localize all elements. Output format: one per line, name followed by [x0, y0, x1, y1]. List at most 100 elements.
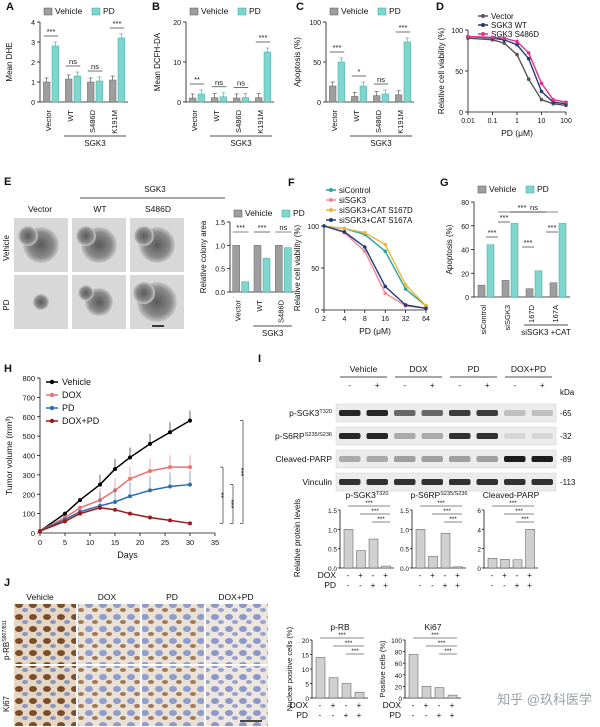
sig-label: ***: [338, 632, 346, 639]
sign-dox: -: [516, 571, 519, 580]
data-point: [363, 230, 367, 235]
col-label-J: DOX+PD: [218, 592, 253, 602]
y-tick-label: 0: [465, 295, 469, 302]
bar-A-vehicle: [65, 78, 73, 103]
panel-letter-H: H: [4, 363, 12, 375]
bar-E: [275, 245, 283, 293]
sign-pd: -: [332, 711, 335, 720]
bar-G: [510, 223, 519, 298]
data-point: [63, 511, 67, 516]
sign-dox: -: [419, 571, 422, 580]
bar-J: [315, 657, 326, 699]
sign-dox: +: [358, 571, 363, 580]
legend-label-pd: PD: [103, 6, 115, 16]
y-axis-label-E: Relative colony area: [199, 220, 208, 293]
y-tick-label: 60: [461, 224, 469, 231]
blot-band: [449, 410, 471, 416]
y-tick-label: 4: [477, 527, 481, 534]
quant-title-J: Ki67: [424, 622, 441, 632]
bar-G: [558, 223, 567, 298]
sign-pd: +: [527, 581, 532, 590]
sig-label: ***: [229, 499, 238, 508]
sig-label: ***: [521, 516, 529, 523]
legend-marker: [329, 218, 333, 222]
sign-pd: +: [371, 581, 376, 590]
data-point: [383, 242, 388, 247]
y-axis-label-D: Relative cell viability (%): [437, 28, 446, 115]
data-point: [63, 519, 67, 524]
legend-swatch-vehicle: [43, 7, 53, 16]
x-category-label: WT: [352, 110, 361, 122]
panel-letter-B: B: [152, 1, 160, 13]
blot-band: [504, 456, 526, 462]
sign-pd: +: [344, 711, 349, 720]
bar-I: [487, 558, 498, 569]
data-point: [38, 529, 42, 534]
y-tick-label: 100: [451, 28, 463, 35]
y-tick-label: 6: [477, 508, 481, 515]
data-point: [466, 34, 470, 39]
sig-label: ***: [500, 213, 509, 222]
blot-band: [339, 410, 361, 416]
y-tick-label: 60: [395, 661, 403, 668]
sign-dox: +: [357, 701, 362, 710]
blot-band: [394, 456, 416, 462]
x-tick-label: 32: [402, 316, 410, 323]
y-tick-label: 0.5: [400, 547, 409, 554]
row-label-E: Vehicle: [2, 235, 11, 261]
x-category-label: WT: [212, 110, 221, 122]
sig-label: ***: [431, 632, 439, 639]
sign-dox: -: [347, 571, 350, 580]
y-tick-label: 80: [395, 650, 403, 657]
sig-label: ***: [548, 223, 557, 232]
blot-band: [339, 479, 361, 485]
y-axis-label-C: Apoptosis (%): [293, 37, 302, 87]
x-category-label: S486D: [234, 109, 243, 133]
series-line-2: [467, 35, 567, 103]
bar-E: [253, 245, 262, 293]
y-axis-label-G: Apoptosis (%): [445, 224, 454, 274]
y-tick-label: 5: [305, 682, 309, 689]
blot-band: [339, 456, 361, 462]
y-tick-label: 3: [31, 40, 35, 47]
data-point: [78, 498, 82, 503]
data-point: [128, 511, 132, 516]
bar-J: [421, 686, 432, 699]
legend-label-F: siControl: [339, 186, 371, 195]
blot-band: [394, 410, 416, 416]
y-axis-label-J: Positive cells (%): [378, 640, 387, 698]
y-tick-label: 10: [173, 60, 181, 67]
y-tick-label: 500: [22, 432, 35, 441]
data-point: [502, 36, 506, 40]
legend-swatch-vehicle: [329, 7, 339, 16]
data-point: [515, 42, 519, 47]
data-point: [113, 507, 117, 512]
bar-I: [512, 559, 523, 569]
legend-label-vehicle: Vehicle: [55, 6, 83, 16]
col-label-J: Vehicle: [26, 592, 54, 602]
ihc-image: [14, 666, 76, 726]
bar-I: [453, 566, 463, 569]
data-point: [403, 303, 408, 307]
sign-dox: -: [412, 701, 415, 710]
sign-dox: +: [383, 571, 388, 580]
bar-I: [368, 538, 379, 569]
x-category-label: WT: [66, 110, 75, 122]
y-tick-label: 0: [31, 100, 35, 107]
y-tick-label: 4: [31, 20, 35, 27]
colony-image: [76, 226, 96, 246]
legend-swatch-pd: [525, 185, 535, 194]
series-line-0: [467, 37, 567, 107]
sig-label: ***: [365, 500, 373, 507]
bar-C-vehicle: [329, 85, 337, 103]
legend-marker: [329, 198, 333, 202]
bar-E: [241, 281, 249, 293]
y-tick-label: 40: [395, 673, 403, 680]
y-tick-label: 1.5: [328, 508, 337, 515]
legend-marker: [329, 208, 333, 212]
x-category-label: 167D: [527, 304, 536, 323]
kda-label: kDa: [560, 388, 575, 397]
x-tick-label: 10: [86, 538, 94, 547]
x-tick-label: 35: [211, 538, 219, 547]
